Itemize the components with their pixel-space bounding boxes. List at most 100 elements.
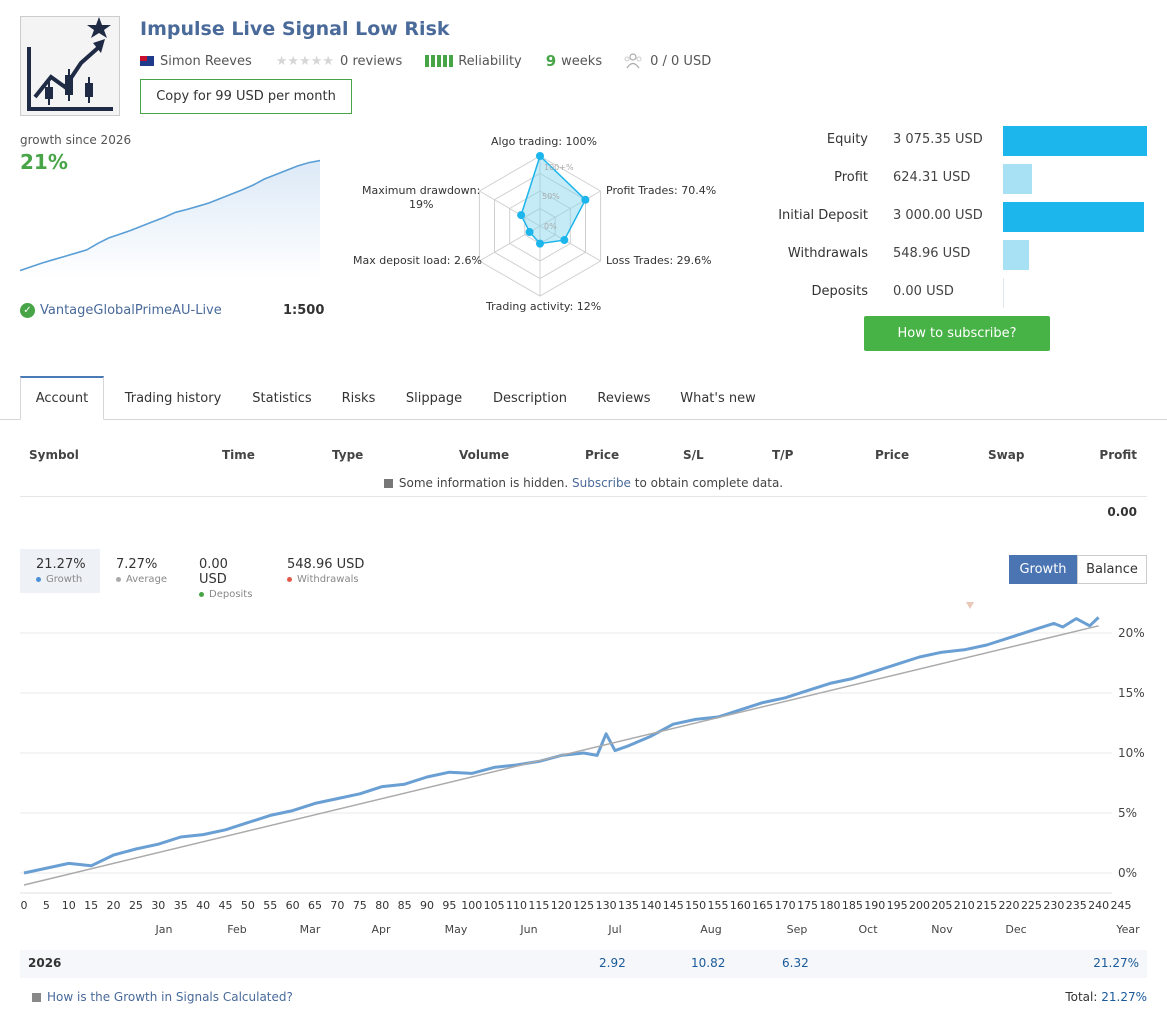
mini-growth-area (20, 160, 320, 280)
x-tick-label: 5 (43, 899, 50, 912)
tab-description[interactable]: Description (492, 390, 568, 406)
radar-chart: 100+% 50% 0% (478, 152, 602, 297)
month-label: Sep (787, 923, 808, 936)
x-tick-label: 175 (797, 899, 818, 912)
month-label: Jan (155, 923, 173, 936)
x-tick-label: 185 (842, 899, 863, 912)
summary-withdrawals[interactable]: 548.96 USD Withdrawals (271, 549, 381, 593)
radar-point-5 (517, 211, 526, 220)
radar-point-1 (581, 195, 590, 204)
radar-axis (479, 190, 541, 227)
x-tick-label: 130 (596, 899, 617, 912)
copy-button[interactable]: Copy for 99 USD per month (140, 79, 352, 114)
tab-trading-history[interactable]: Trading history (124, 390, 222, 406)
growth-calculation-link[interactable]: How is the Growth in Signals Calculated? (32, 990, 293, 1004)
stat-bar-withdrawals (1003, 240, 1029, 270)
stat-value-profit: 624.31 USD (893, 170, 971, 185)
stat-label-equity: Equity (826, 132, 868, 147)
weeks-count: 9 (545, 52, 557, 70)
column-header-profit: Profit (1099, 448, 1137, 462)
x-tick-label: 105 (484, 899, 505, 912)
summary-label: Deposits (199, 589, 259, 600)
balance-toggle-button[interactable]: Balance (1077, 555, 1147, 584)
footer-total: Total: 21.27% (1065, 990, 1147, 1004)
hidden-note-text-end: to obtain complete data. (634, 476, 784, 490)
year-label: 2026 (28, 956, 62, 970)
signal-title[interactable]: Impulse Live Signal Low Risk (140, 18, 450, 40)
summary-growth[interactable]: 21.27% Growth (20, 549, 100, 593)
signal-logo-icon (27, 17, 113, 111)
tab-risks[interactable]: Risks (341, 390, 376, 406)
month-label: Year (1115, 923, 1140, 936)
tab-statistics[interactable]: Statistics (252, 390, 312, 406)
stat-bar-profit (1003, 164, 1032, 194)
growth-calculation-text[interactable]: How is the Growth in Signals Calculated? (47, 990, 293, 1004)
x-tick-label: 220 (999, 899, 1020, 912)
subscribe-link[interactable]: Subscribe (571, 476, 631, 490)
hidden-note-text: Some information is hidden. (398, 476, 569, 490)
radar-point-2 (560, 236, 569, 245)
month-label: Apr (371, 923, 391, 936)
x-tick-label: 45 (218, 899, 232, 912)
month-label: Nov (931, 923, 953, 936)
radar-tick-100: 100+% (544, 163, 574, 172)
x-tick-label: 110 (506, 899, 527, 912)
summary-deposits[interactable]: 0.00 USD Deposits (183, 549, 271, 600)
x-tick-label: 90 (420, 899, 434, 912)
radar-loss-label: Loss Trades: 29.6% (606, 254, 712, 267)
summary-average[interactable]: 7.27% Average (100, 549, 183, 593)
tab-what-s-new[interactable]: What's new (680, 390, 756, 406)
radar-tick-50: 50% (542, 192, 560, 201)
summary-label: Withdrawals (287, 574, 369, 585)
month-label: May (445, 923, 468, 936)
y-tick-label: 10% (1118, 746, 1145, 760)
x-tick-label: 225 (1021, 899, 1042, 912)
x-tick-label: 20 (107, 899, 121, 912)
y-tick-label: 15% (1118, 686, 1145, 700)
author-name[interactable]: Simon Reeves (160, 53, 252, 69)
x-tick-label: 230 (1043, 899, 1064, 912)
column-header-type: Type (332, 448, 364, 462)
tab-account[interactable]: Account (20, 376, 104, 420)
lock-icon (383, 479, 393, 488)
x-tick-label: 235 (1066, 899, 1087, 912)
signal-logo (20, 16, 120, 116)
legend-dot-icon (116, 577, 121, 582)
how-to-subscribe-button[interactable]: How to subscribe? (864, 316, 1050, 351)
broker-name[interactable]: VantageGlobalPrimeAU-Live (40, 303, 222, 318)
stat-label-profit: Profit (834, 170, 868, 185)
reliability-bars-icon (425, 55, 454, 67)
reviews-count[interactable]: 0 reviews (340, 53, 403, 69)
stat-value-initial-deposit: 3 000.00 USD (893, 208, 983, 223)
x-tick-label: 135 (618, 899, 639, 912)
x-tick-label: 200 (909, 899, 930, 912)
reliability-label: Reliability (458, 53, 522, 69)
footer-total-value: 21.27% (1101, 990, 1147, 1004)
stat-value-deposits: 0.00 USD (893, 284, 954, 299)
radar-point-0 (536, 152, 544, 160)
stat-bar-equity (1003, 126, 1147, 156)
stat-value-withdrawals: 548.96 USD (893, 246, 971, 261)
x-tick-label: 215 (976, 899, 997, 912)
x-tick-label: 115 (528, 899, 549, 912)
month-label: Dec (1005, 923, 1026, 936)
x-tick-label: 180 (819, 899, 840, 912)
growth-toggle-button[interactable]: Growth (1009, 555, 1077, 584)
mini-growth-line (20, 159, 320, 272)
x-tick-label: 170 (775, 899, 796, 912)
tab-slippage[interactable]: Slippage (405, 390, 463, 406)
month-label: Mar (300, 923, 321, 936)
x-tick-label: 195 (887, 899, 908, 912)
weeks-label: weeks (561, 53, 603, 69)
tab-reviews[interactable]: Reviews (597, 390, 651, 406)
year-summary-row (20, 950, 1147, 978)
x-tick-label: 150 (685, 899, 706, 912)
legend-dot-icon (287, 577, 292, 582)
month-label: Feb (227, 923, 246, 936)
broker-server[interactable]: ✓ VantageGlobalPrimeAU-Live (20, 303, 222, 318)
month-label: Jul (607, 923, 621, 936)
mini-growth-chart (20, 159, 320, 280)
legend-dot-icon (199, 592, 204, 597)
question-icon (32, 992, 41, 1002)
series-line-average (23, 625, 1099, 886)
